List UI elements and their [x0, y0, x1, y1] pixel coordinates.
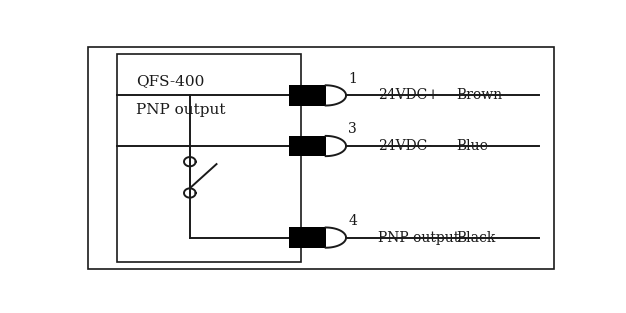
Text: Black: Black [456, 231, 496, 244]
Bar [117, 54, 301, 262]
Text: 24VDC-: 24VDC- [377, 139, 431, 153]
Text: PNP output: PNP output [377, 231, 459, 244]
Text: Brown: Brown [456, 88, 503, 102]
Text: QFS-400: QFS-400 [136, 74, 205, 88]
Bar [289, 136, 326, 156]
Bar [289, 227, 326, 248]
Bar [289, 85, 326, 106]
Text: 4: 4 [349, 214, 357, 228]
Text: PNP output: PNP output [136, 103, 226, 117]
Text: 1: 1 [349, 72, 357, 86]
Text: Blue: Blue [456, 139, 488, 153]
Text: 3: 3 [349, 122, 357, 136]
Text: 24VDC+: 24VDC+ [377, 88, 438, 102]
